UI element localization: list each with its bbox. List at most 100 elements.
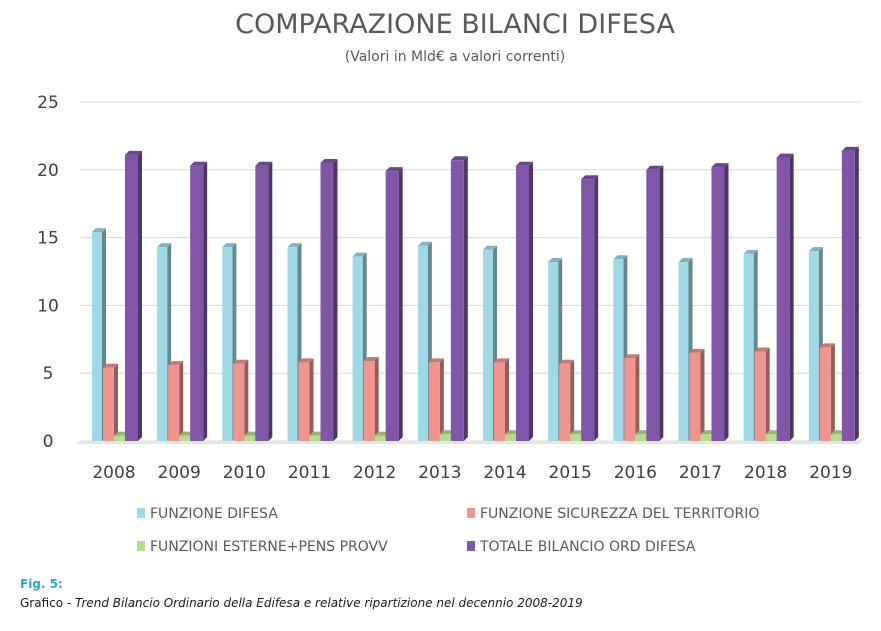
y-tick-label: 0 [43, 432, 54, 452]
bar [624, 358, 636, 441]
bar [776, 157, 790, 441]
bar [754, 351, 766, 441]
bar [483, 249, 493, 441]
x-tick-label: 2012 [353, 463, 396, 483]
bar [222, 247, 233, 441]
bar-top [125, 150, 142, 155]
legend-swatch [467, 541, 475, 551]
bar-side [854, 146, 859, 442]
bar-side [244, 359, 249, 441]
chart-title: COMPARAZIONE BILANCI DIFESA [235, 9, 675, 40]
bar [287, 247, 298, 441]
bar-top [320, 159, 338, 164]
bar-top [494, 358, 509, 363]
bar-chart: COMPARAZIONE BILANCI DIFESA (Valori in M… [37, 9, 862, 555]
chart-subtitle: (Valori in Mld€ a valori correnti) [345, 49, 566, 65]
bar-top [103, 363, 118, 368]
bar-top [222, 243, 237, 248]
chart-floor [76, 441, 862, 444]
x-tick-label: 2017 [679, 463, 722, 483]
bar-top [298, 358, 314, 363]
bar-side [309, 358, 314, 441]
bar [125, 154, 138, 441]
y-tick-label: 25 [37, 93, 59, 113]
caption-text: Trend Bilancio Ordinario della Edifesa e… [75, 596, 583, 610]
bar [309, 435, 322, 441]
bar-side [789, 153, 794, 441]
x-tick-label: 2016 [614, 463, 657, 483]
bar-side [830, 343, 835, 441]
bar-top [287, 243, 302, 248]
bar-side [398, 167, 403, 441]
bar [830, 434, 843, 441]
bar [678, 262, 689, 441]
bar [374, 435, 387, 441]
bar [700, 434, 713, 441]
bar [505, 434, 517, 441]
legend-swatch [137, 541, 145, 551]
bar-top [711, 163, 729, 168]
bar-side [114, 363, 118, 441]
legend: FUNZIONE DIFESA FUNZIONE SICUREZZA DEL TE… [137, 506, 759, 555]
bar-side [724, 163, 729, 441]
bar-top [516, 161, 533, 166]
bar [385, 171, 399, 441]
bar-top [233, 359, 249, 364]
bar-side [374, 356, 379, 441]
x-tick-label: 2008 [92, 463, 135, 483]
bar-top [776, 153, 794, 158]
bar [244, 435, 257, 441]
legend-swatch [467, 508, 475, 518]
legend-label: TOTALE BILANCIO ORD DIFESA [479, 539, 696, 555]
bar [439, 434, 452, 441]
bar [179, 435, 192, 441]
bar-top [168, 361, 184, 366]
bar-top [581, 175, 599, 180]
y-tick-label: 10 [37, 296, 59, 316]
bar [320, 163, 334, 441]
x-tick-label: 2019 [809, 463, 852, 483]
bar-top [548, 258, 563, 263]
bar-top [754, 347, 770, 352]
bar [168, 365, 180, 441]
bar-top [92, 228, 106, 233]
x-tick-label: 2018 [744, 463, 787, 483]
bar-top [352, 252, 367, 257]
bar [743, 253, 754, 441]
x-tick-label: 2013 [418, 463, 461, 483]
bar-top [689, 348, 705, 353]
bar [417, 245, 428, 441]
bar-top [450, 156, 468, 161]
bar [450, 160, 464, 442]
bar-side [529, 161, 533, 441]
legend-label: FUNZIONE SICUREZZA DEL TERRITORIO [480, 506, 759, 522]
y-tick-label: 15 [37, 229, 59, 249]
bar-top [819, 343, 835, 348]
bar-top [363, 356, 379, 361]
figure-label: Fig. 5: [20, 577, 63, 591]
bar [233, 363, 245, 441]
bars [92, 146, 859, 442]
x-tick-label: 2011 [288, 463, 331, 483]
bar-side [659, 165, 664, 442]
bar-side [765, 347, 770, 441]
bar-side [594, 175, 599, 442]
bar [635, 434, 648, 441]
bar [352, 256, 363, 441]
bar [548, 262, 559, 441]
bar-top [841, 146, 859, 151]
bar-side [138, 150, 142, 441]
bar-top [157, 243, 172, 248]
bar [559, 363, 571, 441]
bar [689, 352, 701, 441]
caption-prefix: Grafico - [20, 596, 76, 610]
x-tick-label: 2009 [158, 463, 201, 483]
x-tick-label: 2015 [549, 463, 592, 483]
x-tick-label: 2010 [223, 463, 266, 483]
bar-side [700, 348, 705, 441]
bar [581, 179, 595, 442]
bar-top [385, 167, 403, 172]
x-tick-label: 2014 [483, 463, 526, 483]
bar [808, 251, 819, 441]
x-axis-ticks: 2008 2009 2010 2011 2012 2013 2014 2015 2016 2017… [92, 463, 852, 483]
